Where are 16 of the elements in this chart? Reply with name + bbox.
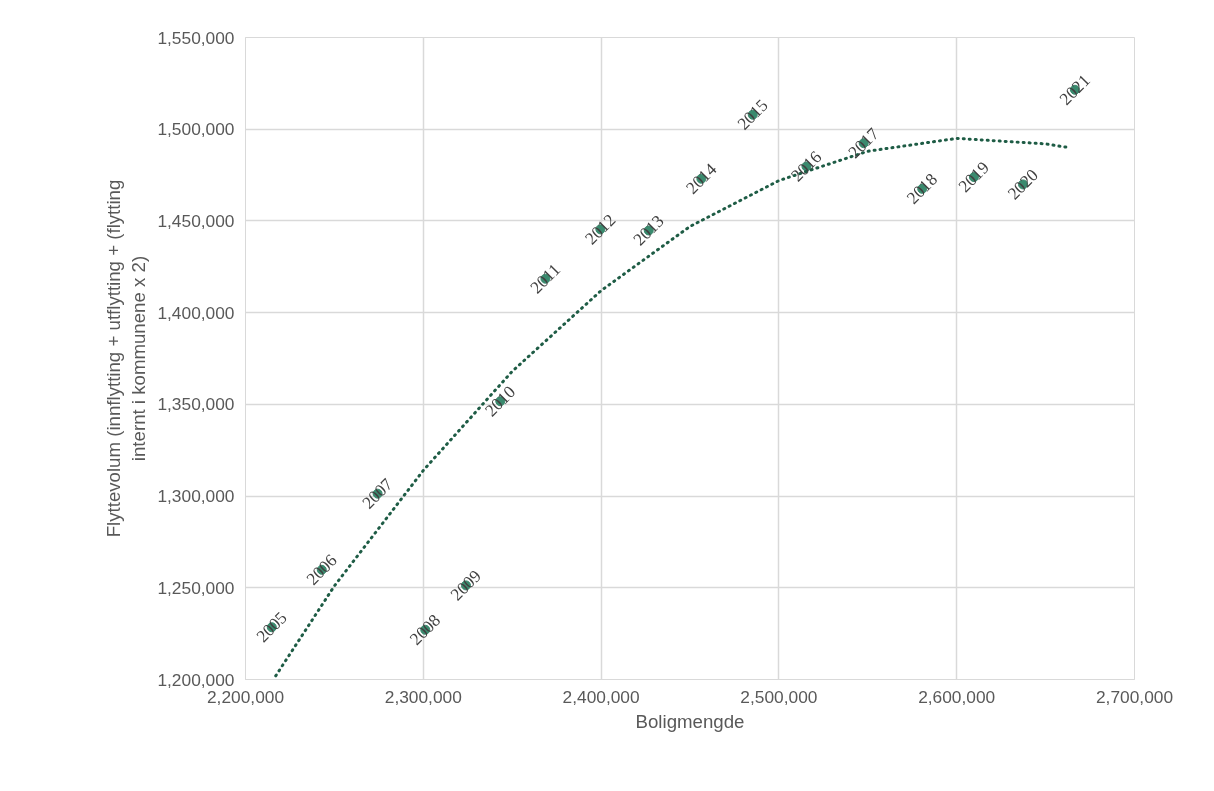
y-tick-label: 1,350,000 (157, 394, 235, 415)
y-tick-label: 1,400,000 (157, 302, 235, 323)
annotation: 2011 (526, 259, 565, 298)
y-tick-label: 1,250,000 (157, 577, 235, 598)
y-tick-label: 1,500,000 (157, 119, 235, 140)
y-tick-label: 1,550,000 (157, 27, 235, 48)
x-tick-label: 2,700,000 (1095, 686, 1174, 707)
x-tick-label: 2,400,000 (562, 686, 640, 707)
x-axis-title: Boligmengde (635, 710, 745, 732)
y-tick-label: 1,450,000 (157, 210, 235, 231)
x-tick-label: 2,300,000 (384, 686, 462, 707)
annotation: 2021 (1055, 70, 1094, 109)
x-tick-label: 2,500,000 (740, 686, 818, 707)
x-tick-label: 2,600,000 (918, 686, 996, 707)
y-axis-title: Flyttevolum (innflytting + utflytting + (flytting internt i kommunene x 2) (103, 179, 150, 538)
y-tick-label: 1,300,000 (157, 486, 235, 507)
